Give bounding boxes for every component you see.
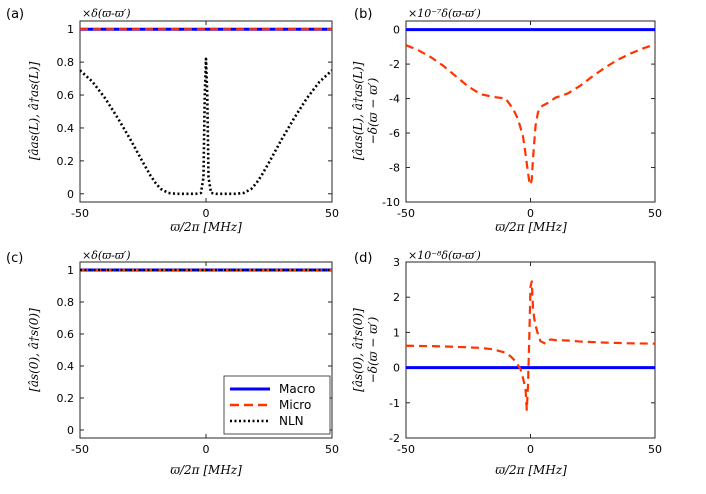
- legend-box: [223, 375, 331, 435]
- panel-d-ylabel-line2: −δ(ϖ − ϖ′): [366, 316, 380, 383]
- panel-b-xtick-label: 50: [648, 207, 662, 220]
- panel-c-xlabel: ϖ/2π [MHz]: [170, 463, 242, 477]
- panel-a-frame: [79, 20, 333, 203]
- legend-label-nln: NLN: [279, 414, 304, 428]
- panel-c-scale-label: ×δ(ϖ-ϖ′): [82, 249, 131, 262]
- panel-a-ytick-label: 1: [67, 23, 74, 36]
- panel-b-scale-label: ×10⁻⁷δ(ϖ-ϖ′): [408, 7, 481, 20]
- panel-a: -50 0 50 0 0.2 0.4 0.6 0.8 1 (a) ×δ(ϖ-ϖ′) ϖ/2π […: [6, 7, 339, 234]
- panel-d-ytick-label: 2: [393, 291, 400, 304]
- panel-c-ylabel: [âs(0), â†s(0)]: [27, 308, 41, 392]
- panel-d-ticks: -50 0 50 -2 -1 0 1 2 3: [389, 256, 662, 456]
- panel-d-xtick-label: 50: [648, 443, 662, 456]
- panel-b-series-micro: [406, 43, 655, 186]
- panel-a-series-nln: [80, 57, 332, 196]
- panel-b: -50 0 50 -10 -8 -6 -4 -2 0 (b) ×10⁻⁷δ(ϖ-ϖ′) ϖ/2π…: [351, 7, 662, 234]
- panel-a-xlabel: ϖ/2π [MHz]: [170, 220, 242, 234]
- panel-c-xtick-label: -50: [71, 443, 89, 456]
- panel-a-xtick-label: -50: [71, 207, 89, 220]
- panel-c-ytick-label: 0.2: [57, 392, 75, 405]
- legend-label-macro: Macro: [279, 382, 315, 396]
- panel-d-xlabel: ϖ/2π [MHz]: [495, 463, 567, 477]
- panel-d-series-micro: [406, 280, 655, 411]
- panel-b-ytick-label: -6: [389, 127, 400, 140]
- panel-d-ylabel-line1: [âs(0), â†s(0)]: [351, 308, 365, 392]
- panel-c-ytick-label: 0.6: [57, 328, 75, 341]
- panel-c-xtick-label: 50: [325, 443, 339, 456]
- panel-d-xtick-label: -50: [397, 443, 415, 456]
- panel-d-ytick-label: 1: [393, 326, 400, 339]
- panel-a-ylabel: [âas(L), â†as(L)]: [27, 61, 41, 160]
- panel-c-ticks: -50 0 50 0 0.2 0.4 0.6 0.8 1: [57, 262, 339, 456]
- panel-a-xtick-label: 0: [203, 207, 210, 220]
- panel-c-ytick-label: 0: [67, 424, 74, 437]
- panel-c-ytick-label: 0.4: [57, 360, 75, 373]
- panel-b-ytick-label: -4: [389, 93, 400, 106]
- panel-a-xtick-label: 50: [325, 207, 339, 220]
- panel-c-label: (c): [6, 251, 23, 266]
- panel-b-frame: [405, 20, 656, 203]
- panel-d-ytick-label: -1: [389, 397, 400, 410]
- panel-b-ytick-label: -10: [382, 196, 400, 209]
- panel-b-ylabel-line2: −δ(ϖ − ϖ′): [366, 77, 380, 144]
- panel-b-ytick-label: -8: [389, 162, 400, 175]
- panel-a-ytick-label: 0: [67, 188, 74, 201]
- panel-c-xtick-label: 0: [203, 443, 210, 456]
- panel-c: -50 0 50 0 0.2 0.4 0.6 0.8 1 (c) ×δ(ϖ-ϖ′) ϖ/2π […: [6, 249, 339, 477]
- legend: Macro Micro NLN: [223, 375, 331, 435]
- panel-b-ylabel-line1: [âas(L), â†as(L)]: [351, 61, 365, 160]
- panel-b-ticks: -50 0 50 -10 -8 -6 -4 -2 0: [382, 21, 662, 220]
- panel-d-label: (d): [354, 251, 372, 266]
- panel-d-frame: [405, 261, 656, 439]
- panel-b-ytick-label: -2: [389, 58, 400, 71]
- panel-d-ytick-label: 3: [393, 256, 400, 269]
- panel-c-ytick-label: 0.8: [57, 296, 75, 309]
- panel-d-ytick-label: -2: [389, 432, 400, 445]
- panel-d-lines: [406, 280, 655, 411]
- panel-b-lines: [406, 28, 655, 186]
- panel-b-xtick-label: -50: [397, 207, 415, 220]
- panel-d-ytick-label: 0: [393, 362, 400, 375]
- panel-a-scale-label: ×δ(ϖ-ϖ′): [82, 7, 131, 20]
- panel-d-xtick-label: 0: [527, 443, 534, 456]
- panel-a-ytick-label: 0.8: [57, 56, 75, 69]
- panel-c-ytick-label: 1: [67, 264, 74, 277]
- panel-a-label: (a): [6, 7, 24, 22]
- panel-b-ytick-label: 0: [393, 24, 400, 37]
- panel-a-lines: [80, 27, 332, 196]
- panel-d-scale-label: ×10⁻⁸δ(ϖ-ϖ′): [408, 249, 481, 262]
- legend-label-micro: Micro: [279, 398, 311, 412]
- panel-a-ytick-label: 0.6: [57, 89, 75, 102]
- panel-b-xtick-label: 0: [527, 207, 534, 220]
- panel-a-ytick-label: 0.2: [57, 155, 75, 168]
- panel-d: -50 0 50 -2 -1 0 1 2 3 (d) ×10⁻⁸δ(ϖ-ϖ′) ϖ/2π [MH…: [351, 249, 662, 477]
- panel-b-label: (b): [354, 7, 372, 22]
- panel-a-ytick-label: 0.4: [57, 122, 75, 135]
- panel-a-ticks: -50 0 50 0 0.2 0.4 0.6 0.8 1: [57, 21, 339, 220]
- panel-b-xlabel: ϖ/2π [MHz]: [495, 220, 567, 234]
